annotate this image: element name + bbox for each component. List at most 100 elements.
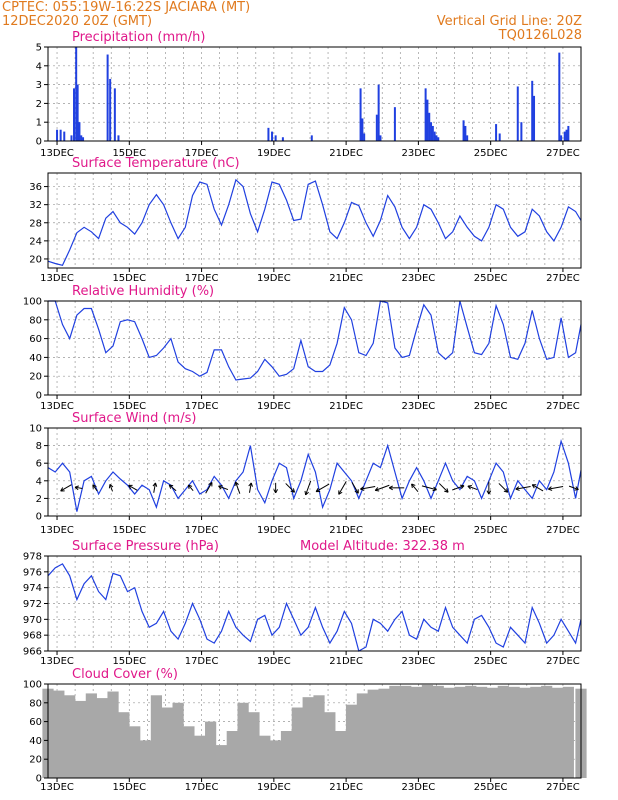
- x-tick-label: 19DEC: [257, 273, 291, 284]
- y-tick-label: 5: [36, 43, 42, 54]
- panel-frame: [47, 300, 582, 396]
- precip-bar: [567, 125, 570, 141]
- y-tick-label: 3: [36, 80, 42, 91]
- wind-arrow: [285, 483, 296, 493]
- x-tick-label: 21DEC: [329, 656, 363, 667]
- cloud-bar: [313, 695, 325, 778]
- precip-bar: [424, 88, 427, 141]
- cloud-bar: [96, 698, 108, 778]
- y-tick-label: 40: [29, 353, 42, 364]
- precip-bar: [495, 124, 498, 141]
- wind-series-line: [47, 438, 582, 512]
- y-tick-label: 978: [23, 552, 42, 563]
- cloud-bar: [270, 740, 282, 778]
- x-tick-label: 23DEC: [402, 401, 436, 412]
- cloud-bar: [53, 690, 65, 778]
- wind-arrow: [452, 484, 465, 491]
- cloud-bar: [248, 712, 260, 778]
- cloud-bar: [194, 735, 206, 778]
- panel-frame: [47, 427, 582, 517]
- wind-arrow: [515, 486, 531, 491]
- panel-wind: 0 2 4 6 8 10 13DEC 15DEC 17DEC 19DEC 21DEC 23DEC 25D…: [29, 411, 582, 536]
- panel-title: Relative Humidity (%): [72, 284, 214, 299]
- y-tick-label: 80: [29, 315, 42, 326]
- x-tick-label: 19DEC: [257, 148, 291, 159]
- cloud-bar: [432, 685, 444, 778]
- cloud-bar: [215, 745, 228, 778]
- model-altitude-label: Model Altitude: 322.38 m: [300, 539, 465, 554]
- x-tick-label: 23DEC: [402, 656, 436, 667]
- x-tick-label: 25DEC: [474, 401, 508, 412]
- precip-bar: [75, 47, 78, 141]
- precip-bar: [565, 129, 568, 141]
- x-tick-label: 13DEC: [40, 782, 74, 793]
- header-date: 12DEC2020 20Z (GMT): [2, 14, 153, 29]
- wind-arrow: [315, 483, 330, 493]
- cloud-bar: [486, 687, 499, 778]
- x-tick-label: 27DEC: [546, 401, 580, 412]
- wind-arrow: [438, 483, 449, 493]
- cloud-bar: [205, 721, 217, 778]
- panel-title: Precipitation (mm/h): [72, 30, 205, 45]
- cloud-bar: [551, 687, 564, 778]
- precip-bar: [428, 112, 431, 141]
- cloud-bar: [302, 697, 314, 778]
- precip-bar: [70, 135, 73, 141]
- precip-bar: [520, 122, 523, 141]
- precip-bar: [531, 80, 534, 141]
- y-tick-label: 28: [29, 218, 42, 229]
- wind-arrow: [411, 483, 419, 492]
- cloud-bar: [508, 686, 520, 778]
- precip-bar: [533, 95, 536, 141]
- wind-arrow: [168, 484, 177, 492]
- wind-arrow: [531, 484, 544, 492]
- panel-title: Surface Pressure (hPa): [72, 539, 219, 554]
- x-tick-label: 21DEC: [329, 782, 363, 793]
- y-tick-label: 974: [23, 583, 42, 594]
- cloud-bar: [443, 687, 455, 778]
- y-tick-label: 1: [36, 118, 42, 129]
- y-tick-label: 10: [29, 424, 42, 435]
- x-tick-label: 19DEC: [257, 401, 291, 412]
- x-tick-label: 15DEC: [112, 525, 146, 536]
- cloud-bar: [291, 707, 303, 778]
- wind-arrow: [218, 485, 229, 491]
- x-tick-label: 13DEC: [40, 525, 74, 536]
- panel-frame: [47, 683, 582, 779]
- wind-arrow: [74, 485, 83, 491]
- x-tick-label: 15DEC: [112, 148, 146, 159]
- precip-bar: [361, 118, 364, 141]
- y-tick-label: 24: [29, 236, 42, 247]
- precip-bar: [375, 114, 378, 141]
- cloud-bar: [161, 707, 173, 778]
- cloud-bar: [107, 691, 119, 778]
- precip-bar: [563, 131, 566, 141]
- cloud-bar: [150, 695, 163, 778]
- precip-bar: [274, 135, 277, 141]
- cloud-bar: [389, 685, 401, 778]
- cloud-bar: [129, 726, 141, 778]
- x-tick-label: 27DEC: [546, 273, 580, 284]
- cloud-bar: [226, 731, 238, 778]
- cloud-bar: [356, 693, 368, 778]
- panel-precip: 0 1 2 3 4 5 13DEC 15DEC 17DEC 19DEC 21DEC 23DEC 25DE…: [36, 30, 582, 159]
- precip-bar: [431, 125, 434, 141]
- precip-bar: [106, 54, 109, 141]
- precip-bar: [516, 86, 519, 141]
- pressure-series-line: [47, 563, 582, 652]
- precip-bar: [560, 135, 563, 141]
- wind-arrow: [388, 485, 405, 491]
- precip-bar: [435, 135, 438, 141]
- x-tick-label: 21DEC: [329, 401, 363, 412]
- wind-arrow: [205, 482, 213, 494]
- x-tick-label: 13DEC: [40, 656, 74, 667]
- x-tick-label: 15DEC: [112, 401, 146, 412]
- y-tick-label: 20: [29, 254, 42, 265]
- x-tick-label: 23DEC: [402, 273, 436, 284]
- cloud-bar: [237, 702, 249, 778]
- wind-arrow: [128, 484, 138, 491]
- y-tick-label: 2: [36, 494, 42, 505]
- wind-arrow: [152, 482, 158, 493]
- precip-bar: [430, 122, 433, 141]
- panel-frame: [47, 172, 582, 269]
